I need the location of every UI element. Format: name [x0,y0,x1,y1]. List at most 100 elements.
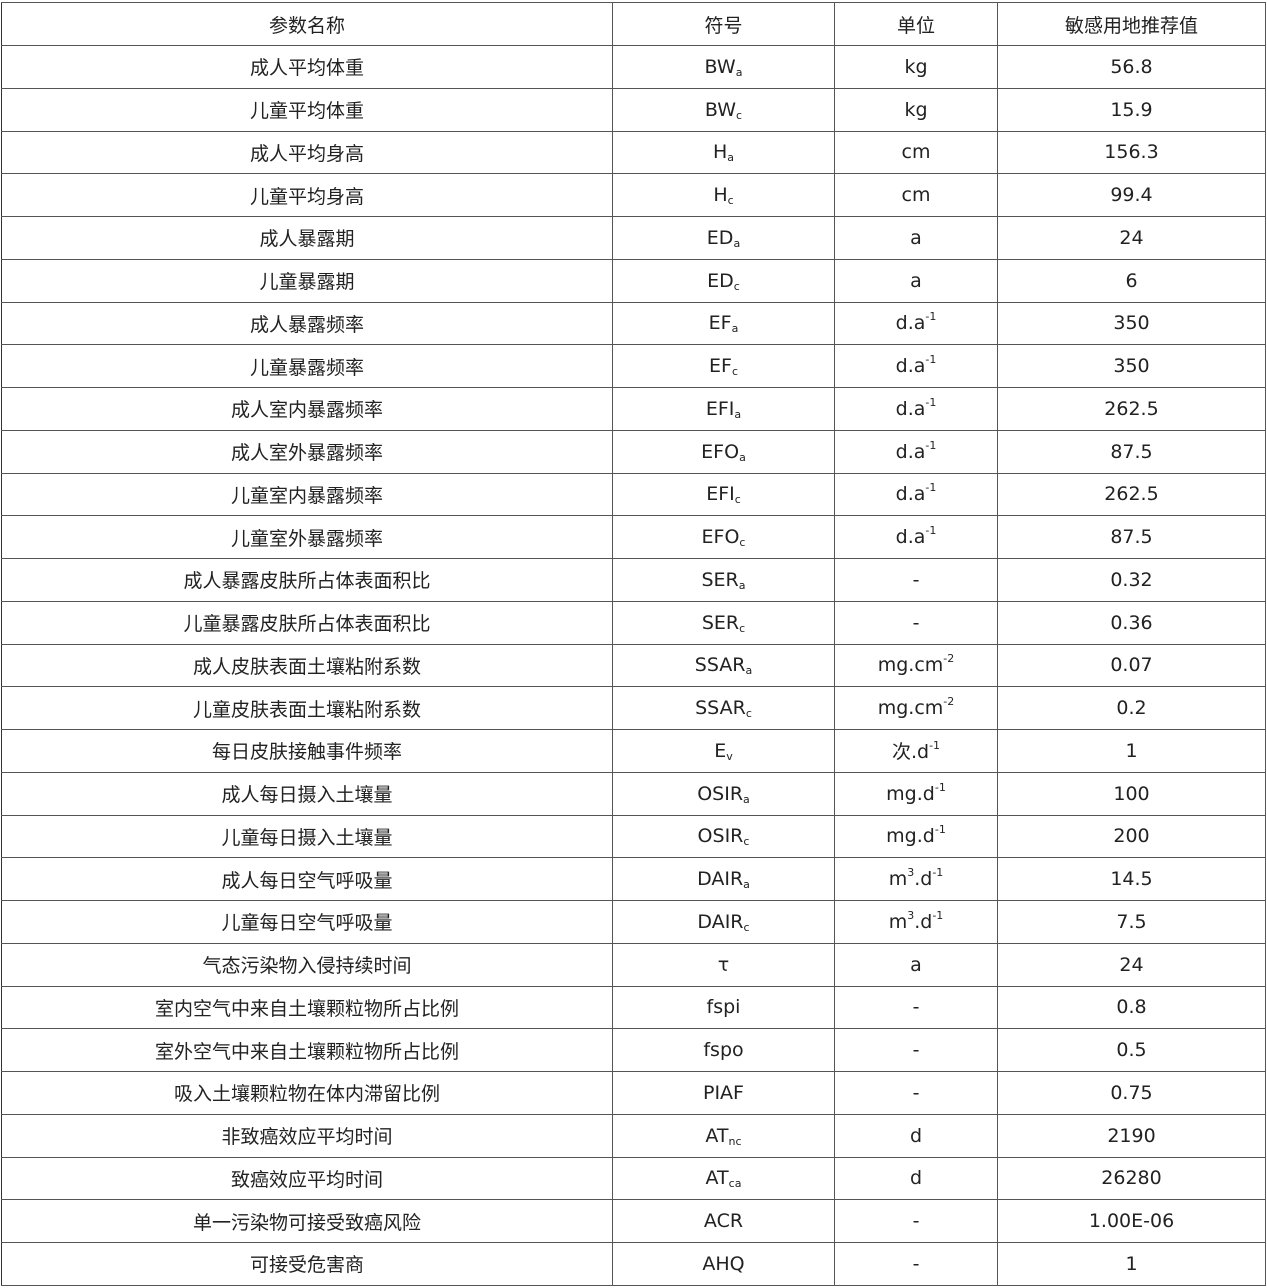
symbol-cell: τ [612,942,835,987]
text-segment: SSAR [694,654,746,677]
parameter-name-cell: 儿童暴露皮肤所占体表面积比 [1,600,613,645]
superscript: 3 [907,908,915,922]
text-segment: AT [705,1167,729,1190]
text-segment: SER [701,568,739,591]
subscript: c [743,835,750,849]
subscript: nc [728,1134,742,1148]
text-segment: .d [914,868,933,891]
text-segment: SSAR [695,697,746,720]
recommended-value-cell: 350 [997,301,1266,346]
text-segment: EFO [701,526,740,549]
table-body: 成人平均体重 BWa kg 56.8 儿童平均体重 BWc kg 15.9 成人平均身高 Ha cm… [1,45,1266,1286]
unit-cell: d.a-1 [834,515,998,559]
parameter-name-cell: 成人皮肤表面土壤粘附系数 [1,643,613,688]
unit-cell: a [834,216,998,260]
text-segment: kg [904,55,928,78]
text-segment: m [888,868,908,891]
table-row: 成人每日摄入土壤量 OSIRa mg.d-1 100 [1,771,1266,816]
unit-cell: - [834,1028,998,1072]
table-row: 儿童暴露频率 EFc d.a-1 350 [1,344,1266,388]
table-row: 儿童暴露期 EDc a 6 [1,258,1266,303]
symbol-cell: EDa [612,216,835,260]
parameter-name-cell: 儿童暴露频率 [1,344,613,388]
table-row: 成人室内暴露频率 EFIa d.a-1 262.5 [1,387,1266,431]
text-segment: .d [914,910,933,933]
symbol-cell: EDc [612,258,835,303]
text-segment: DAIR [697,910,744,933]
text-segment: - [912,568,920,591]
table-row: 儿童每日摄入土壤量 OSIRc mg.d-1 200 [1,814,1266,859]
recommended-value-cell: 87.5 [997,515,1266,559]
subscript: v [726,749,733,763]
header-recommended-value: 敏感用地推荐值 [997,2,1266,46]
table-row: 吸入土壤颗粒物在体内滞留比例 PIAF - 0.75 [1,1071,1266,1115]
subscript: a [745,664,753,678]
parameter-name-cell: 每日皮肤接触事件频率 [1,729,613,773]
text-segment: d.a [895,355,926,378]
symbol-cell: BWa [612,45,835,89]
recommended-value-cell: 24 [997,942,1266,987]
unit-cell: m3.d-1 [834,857,998,901]
text-segment: H [713,184,728,207]
text-segment: EFI [705,397,735,420]
text-segment: mg.d [886,825,935,848]
symbol-cell: ATca [612,1156,835,1201]
unit-cell: d.a-1 [834,301,998,346]
symbol-cell: EFc [612,344,835,388]
text-segment: 次.d [891,741,930,764]
text-segment: - [912,1210,920,1233]
recommended-value-cell: 0.2 [997,686,1266,730]
unit-cell: d.a-1 [834,429,998,474]
symbol-cell: SSARc [612,686,835,730]
table-row: 儿童室内暴露频率 EFIc d.a-1 262.5 [1,472,1266,517]
parameter-name-cell: 成人室内暴露频率 [1,387,613,431]
recommended-value-cell: 6 [997,258,1266,303]
parameter-name-cell: 单一污染物可接受致癌风险 [1,1199,613,1243]
text-segment: d.a [895,526,926,549]
recommended-value-cell: 0.75 [997,1071,1266,1115]
parameter-name-cell: 成人暴露皮肤所占体表面积比 [1,558,613,602]
text-segment: EF [708,312,732,335]
superscript: -1 [934,780,946,794]
symbol-cell: DAIRa [612,857,835,901]
parameter-name-cell: 室外空气中来自土壤颗粒物所占比例 [1,1028,613,1072]
text-segment: BW [704,98,737,121]
parameter-name-cell: 成人室外暴露频率 [1,429,613,474]
table-row: 儿童室外暴露频率 EFOc d.a-1 87.5 [1,515,1266,559]
table-row: 气态污染物入侵持续时间 τ a 24 [1,942,1266,987]
recommended-value-cell: 87.5 [997,429,1266,474]
text-segment: SER [701,611,740,634]
table-row: 成人每日空气呼吸量 DAIRa m3.d-1 14.5 [1,857,1266,901]
recommended-value-cell: 1 [997,1242,1266,1286]
unit-cell: cm [834,173,998,217]
parameter-name-cell: 儿童每日空气呼吸量 [1,900,613,944]
text-segment: a [910,953,922,976]
header-unit: 单位 [834,2,998,46]
symbol-cell: AHQ [612,1242,835,1286]
parameter-name-cell: 成人暴露期 [1,216,613,260]
recommended-value-cell: 1.00E-06 [997,1199,1266,1243]
table-row: 成人室外暴露频率 EFOa d.a-1 87.5 [1,429,1266,474]
subscript: a [738,578,746,592]
text-segment: m [888,910,908,933]
unit-cell: mg.cm-2 [834,686,998,730]
unit-cell: a [834,942,998,987]
text-segment: - [912,611,920,634]
text-segment: BW [704,55,736,78]
symbol-cell: Hc [612,173,835,217]
table-row: 成人暴露频率 EFa d.a-1 350 [1,301,1266,346]
table-row: 单一污染物可接受致癌风险 ACR - 1.00E-06 [1,1199,1266,1243]
symbol-cell: EFOa [612,429,835,474]
unit-cell: - [834,985,998,1030]
symbol-cell: OSIRa [612,771,835,816]
recommended-value-cell: 350 [997,344,1266,388]
unit-cell: mg.d-1 [834,814,998,859]
text-segment: d.a [895,483,926,506]
text-segment: EF [709,355,732,378]
text-segment: OSIR [697,825,744,848]
subscript: c [739,621,746,635]
header-parameter-name: 参数名称 [1,2,613,46]
unit-cell: mg.d-1 [834,771,998,816]
subscript: c [736,108,743,122]
